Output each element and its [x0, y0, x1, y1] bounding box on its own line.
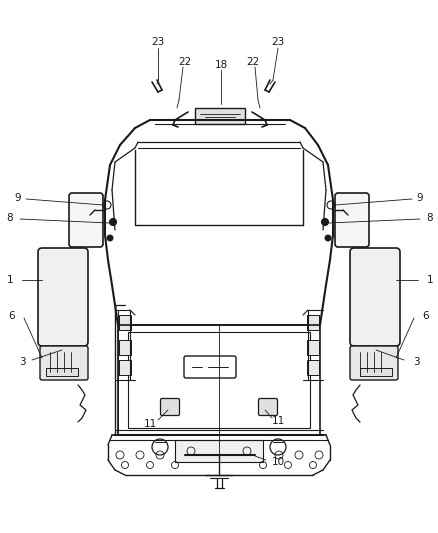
Text: 9: 9 [15, 193, 21, 203]
Text: 23: 23 [152, 37, 165, 47]
Bar [119, 315, 131, 330]
Text: 8: 8 [427, 213, 433, 223]
Bar [307, 340, 319, 355]
Text: 11: 11 [143, 419, 157, 429]
FancyBboxPatch shape [350, 248, 400, 346]
Circle shape [321, 219, 328, 225]
Circle shape [107, 235, 113, 241]
FancyBboxPatch shape [258, 399, 278, 416]
Bar [175, 440, 263, 462]
FancyBboxPatch shape [350, 346, 398, 380]
Text: 3: 3 [413, 357, 419, 367]
Bar [307, 315, 319, 330]
Bar [360, 368, 392, 376]
Bar [119, 360, 131, 375]
Text: 11: 11 [272, 416, 285, 426]
Text: 1: 1 [427, 275, 433, 285]
Text: 8: 8 [7, 213, 13, 223]
FancyBboxPatch shape [335, 193, 369, 247]
Bar [195, 108, 245, 124]
Text: 3: 3 [19, 357, 25, 367]
FancyBboxPatch shape [40, 346, 88, 380]
FancyBboxPatch shape [184, 356, 236, 378]
Bar [119, 340, 131, 355]
FancyBboxPatch shape [38, 248, 88, 346]
Circle shape [110, 219, 117, 225]
Text: 22: 22 [246, 57, 260, 67]
Text: 9: 9 [417, 193, 423, 203]
Text: 23: 23 [272, 37, 285, 47]
FancyBboxPatch shape [69, 193, 103, 247]
Bar [128, 332, 310, 428]
Text: 10: 10 [272, 457, 285, 467]
Text: 22: 22 [178, 57, 192, 67]
Text: 18: 18 [214, 60, 228, 70]
FancyBboxPatch shape [160, 399, 180, 416]
Text: 6: 6 [423, 311, 429, 321]
Text: 6: 6 [9, 311, 15, 321]
Circle shape [325, 235, 331, 241]
Text: 1: 1 [7, 275, 13, 285]
Bar [307, 360, 319, 375]
Bar [46, 368, 78, 376]
Bar [118, 325, 320, 435]
